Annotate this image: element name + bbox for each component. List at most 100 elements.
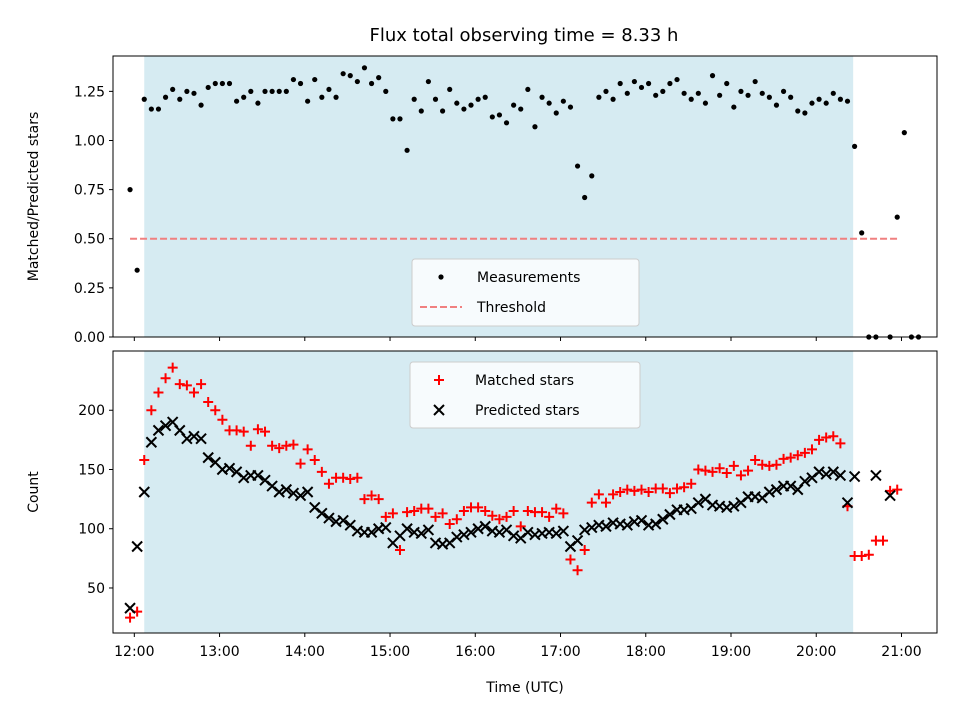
data-point: [127, 187, 133, 193]
data-point: [260, 426, 271, 437]
x-tick-label: 17:00: [540, 644, 580, 660]
data-point: [664, 488, 675, 499]
data-point: [281, 440, 292, 451]
legend: Matched stars Predicted stars: [409, 361, 641, 429]
data-point: [397, 116, 403, 122]
data-point: [834, 469, 847, 482]
data-point: [537, 507, 548, 518]
data-point: [852, 143, 858, 149]
data-point: [217, 414, 228, 425]
data-point: [553, 110, 559, 116]
data-point: [196, 379, 207, 390]
data-point: [631, 78, 637, 85]
data-point: [672, 483, 683, 494]
x-tick-label: 20:00: [796, 644, 836, 660]
data-point: [255, 100, 261, 106]
data-point: [525, 86, 531, 93]
data-point: [799, 475, 811, 488]
data-point: [586, 521, 598, 534]
data-point: [482, 94, 488, 100]
data-point: [735, 470, 746, 481]
data-point: [188, 430, 200, 443]
data-point: [458, 505, 469, 516]
data-point: [177, 96, 183, 102]
data-point: [844, 98, 851, 104]
data-point: [795, 108, 801, 114]
data-point: [503, 120, 510, 126]
data-point: [297, 80, 304, 87]
data-point: [138, 486, 150, 498]
data-point: [274, 443, 285, 454]
data-point: [312, 76, 318, 83]
data-point: [252, 469, 264, 482]
data-point: [546, 100, 552, 106]
legend-marker: [438, 274, 444, 280]
data-point: [345, 473, 356, 484]
data-point: [280, 483, 293, 496]
data-point: [657, 483, 668, 494]
data-point: [837, 96, 843, 102]
data-point: [245, 440, 256, 451]
data-point: [402, 507, 413, 518]
data-point: [487, 510, 498, 521]
data-point: [551, 503, 562, 514]
data-point: [283, 88, 289, 94]
data-point: [743, 465, 754, 476]
data-point: [771, 459, 782, 470]
data-point: [368, 80, 375, 87]
data-point: [461, 106, 467, 112]
data-point: [532, 124, 538, 130]
data-point: [617, 80, 623, 87]
data-point: [430, 511, 441, 522]
data-point: [139, 455, 150, 466]
data-point: [262, 88, 268, 94]
data-point: [210, 405, 221, 416]
y-tick-label: 50: [87, 581, 105, 597]
legend-label: Matched stars: [475, 373, 574, 389]
data-point: [702, 100, 709, 106]
data-point: [418, 108, 424, 114]
data-point: [380, 521, 392, 534]
data-point: [571, 534, 584, 547]
y-tick-label: 200: [78, 403, 105, 419]
data-point: [447, 86, 453, 93]
data-point: [667, 80, 673, 87]
data-point: [323, 512, 335, 524]
data-point: [451, 514, 462, 525]
data-point: [799, 447, 810, 458]
legend-marker: [433, 404, 445, 416]
data-point: [468, 102, 474, 108]
data-point: [894, 214, 900, 220]
data-point: [586, 497, 597, 508]
data-point: [856, 550, 867, 561]
data-point: [415, 527, 427, 540]
data-point: [624, 90, 630, 96]
data-point: [167, 362, 178, 373]
data-point: [273, 486, 285, 498]
x-tick-label: 21:00: [881, 644, 921, 660]
data-point: [195, 432, 207, 445]
data-point: [338, 472, 349, 483]
data-point: [309, 455, 320, 466]
data-point: [496, 112, 503, 118]
data-point: [475, 96, 481, 102]
legend: Measurements Threshold: [411, 258, 640, 327]
data-point: [550, 527, 562, 540]
y-tick-label: 1.25: [74, 84, 105, 100]
legend-label: Predicted stars: [475, 403, 580, 419]
data-point: [205, 84, 211, 91]
x-tick-label: 19:00: [711, 644, 751, 660]
data-point: [347, 73, 353, 79]
data-point: [728, 500, 740, 512]
series-predicted-stars: [124, 416, 896, 614]
data-point: [757, 459, 768, 470]
data-point: [841, 496, 854, 509]
data-point: [134, 267, 140, 273]
data-point: [124, 602, 136, 614]
data-point: [203, 396, 214, 407]
x-tick-label: 15:00: [370, 644, 410, 660]
data-point: [141, 96, 147, 102]
axes-frame: [112, 350, 938, 634]
data-point: [780, 88, 787, 94]
data-point: [340, 71, 346, 77]
